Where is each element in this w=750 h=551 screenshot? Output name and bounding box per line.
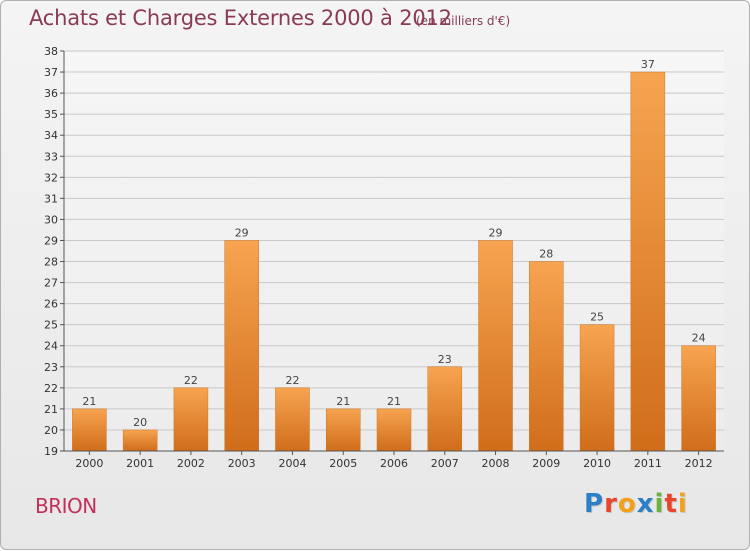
bar [173, 387, 209, 452]
y-tick-label: 35 [44, 108, 58, 121]
data-label: 20 [133, 416, 147, 429]
data-label: 22 [184, 374, 198, 387]
x-tick-label: 2010 [583, 457, 611, 470]
y-tick-label: 37 [44, 66, 58, 79]
y-tick-label: 31 [44, 192, 58, 205]
data-label: 37 [641, 58, 655, 71]
y-tick-label: 26 [44, 298, 58, 311]
y-tick-label: 27 [44, 277, 58, 290]
y-tick-label: 34 [44, 129, 58, 142]
data-label: 21 [82, 395, 96, 408]
bar [630, 71, 666, 452]
bar [275, 387, 310, 452]
x-tick-label: 2009 [532, 457, 560, 470]
chart-subtitle: (en milliers d'€) [416, 14, 511, 28]
data-label: 29 [235, 226, 249, 239]
y-tick-label: 19 [44, 445, 58, 458]
proxiti-logo[interactable]: Proxiti [584, 489, 688, 519]
data-label: 23 [438, 353, 452, 366]
y-tick-label: 38 [44, 45, 58, 58]
y-tick-label: 29 [44, 234, 58, 247]
bar [529, 261, 564, 452]
bar [427, 366, 463, 452]
bar [376, 408, 412, 452]
y-tick-label: 20 [44, 424, 58, 437]
data-label: 25 [590, 311, 604, 324]
x-tick-label: 2000 [75, 457, 103, 470]
bar [72, 408, 107, 452]
data-label: 21 [336, 395, 350, 408]
town-name: BRION [35, 494, 97, 518]
data-label: 29 [489, 226, 503, 239]
chart-title: Achats et Charges Externes 2000 à 2012 [29, 6, 452, 30]
logo-letter: t [664, 489, 678, 519]
y-tick-label: 28 [44, 256, 58, 269]
bar [681, 345, 716, 452]
bar [579, 324, 615, 452]
logo-letter: i [654, 489, 665, 519]
y-tick-label: 32 [44, 171, 58, 184]
x-tick-label: 2002 [177, 457, 205, 470]
y-tick-label: 24 [44, 340, 58, 353]
logo-letter: P [584, 489, 605, 519]
bar [122, 429, 158, 452]
y-tick-label: 22 [44, 382, 58, 395]
y-tick-label: 30 [44, 213, 58, 226]
bars [72, 71, 716, 452]
logo-letter: i [677, 489, 688, 519]
axes [60, 50, 724, 455]
data-label: 21 [387, 395, 401, 408]
y-tick-label: 33 [44, 150, 58, 163]
logo-letter: x [636, 489, 655, 519]
bar [478, 240, 513, 452]
data-label: 28 [539, 248, 553, 261]
x-tick-label: 2008 [482, 457, 510, 470]
bar [224, 240, 259, 452]
y-tick-label: 36 [44, 87, 58, 100]
y-tick-label: 25 [44, 319, 58, 332]
x-tick-label: 2003 [228, 457, 256, 470]
logo-letter: r [604, 489, 618, 519]
bar [325, 408, 361, 452]
x-tick-label: 2006 [380, 457, 408, 470]
plot-area [64, 51, 724, 451]
x-tick-label: 2001 [126, 457, 154, 470]
y-tick-label: 23 [44, 361, 58, 374]
x-tick-label: 2004 [278, 457, 306, 470]
labels: 19 20 21 22 23 24 25 26 27 28 29 30 31 32 33 34 35 36 37 38… [44, 45, 713, 470]
x-tick-label: 2012 [685, 457, 713, 470]
y-tick-label: 21 [44, 403, 58, 416]
x-tick-label: 2005 [329, 457, 357, 470]
data-label: 24 [692, 332, 706, 345]
logo-letter: o [617, 489, 637, 519]
x-tick-label: 2007 [431, 457, 459, 470]
data-label: 22 [285, 374, 299, 387]
x-tick-label: 2011 [634, 457, 662, 470]
